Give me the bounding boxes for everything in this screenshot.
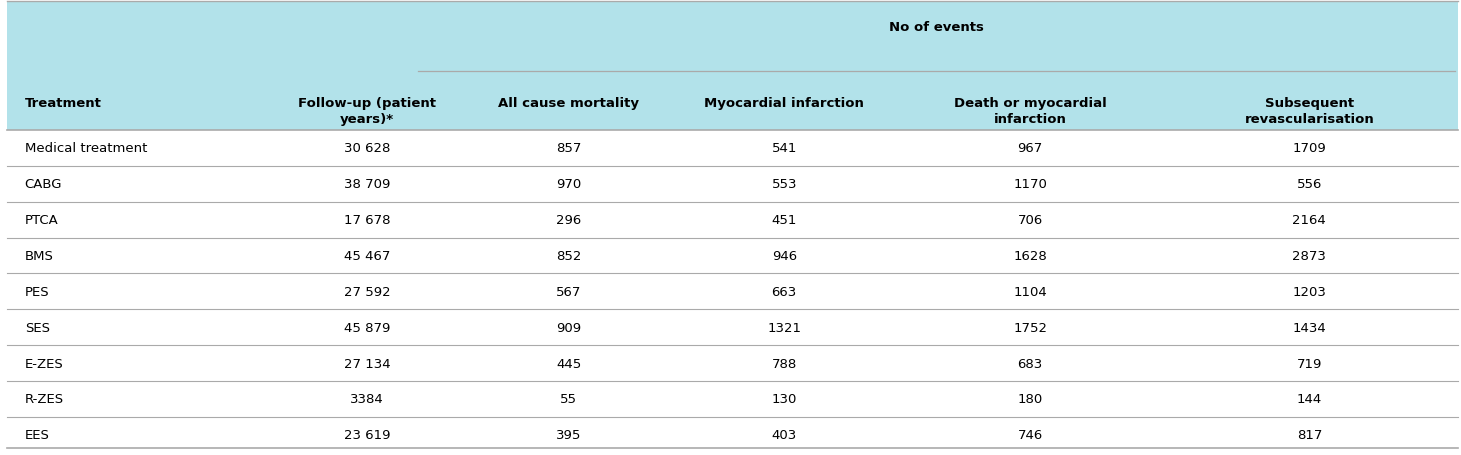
Text: 553: 553 [771,178,796,191]
Text: 663: 663 [771,285,796,298]
Text: 1434: 1434 [1293,321,1327,334]
Text: 857: 857 [557,142,581,155]
Text: 706: 706 [1017,214,1043,227]
Text: 55: 55 [560,393,577,405]
Text: Death or myocardial
infarction: Death or myocardial infarction [954,97,1106,126]
Text: E-ZES: E-ZES [25,357,63,370]
Text: All cause mortality: All cause mortality [498,97,640,110]
Text: 1628: 1628 [1014,249,1048,263]
Text: 27 134: 27 134 [343,357,390,370]
Text: 23 619: 23 619 [343,428,390,441]
Text: EES: EES [25,428,50,441]
Text: 395: 395 [557,428,581,441]
Text: 27 592: 27 592 [343,285,390,298]
Text: PTCA: PTCA [25,214,58,227]
Text: Follow-up (patient
years)*: Follow-up (patient years)* [298,97,435,126]
Text: 1321: 1321 [767,321,801,334]
Text: 180: 180 [1017,393,1043,405]
Text: 296: 296 [557,214,581,227]
Text: 1709: 1709 [1293,142,1327,155]
Text: 2164: 2164 [1293,214,1327,227]
Text: 2873: 2873 [1293,249,1327,263]
Text: 144: 144 [1297,393,1322,405]
Text: 3384: 3384 [351,393,384,405]
Text: 130: 130 [771,393,796,405]
Text: 970: 970 [557,178,581,191]
Text: PES: PES [25,285,50,298]
Text: 909: 909 [557,321,581,334]
Bar [7,2,1458,131]
Text: 788: 788 [771,357,796,370]
Text: No of events: No of events [890,20,983,34]
Text: Subsequent
revascularisation: Subsequent revascularisation [1245,97,1375,126]
Text: SES: SES [25,321,50,334]
Text: R-ZES: R-ZES [25,393,64,405]
Text: 852: 852 [557,249,581,263]
Text: 1104: 1104 [1014,285,1048,298]
Text: 445: 445 [557,357,581,370]
Text: 30 628: 30 628 [343,142,390,155]
Text: 541: 541 [771,142,796,155]
Text: 1752: 1752 [1012,321,1048,334]
Text: 567: 567 [557,285,581,298]
Text: 38 709: 38 709 [343,178,390,191]
Text: Myocardial infarction: Myocardial infarction [704,97,863,110]
Text: 946: 946 [771,249,796,263]
Text: 683: 683 [1017,357,1043,370]
Text: 817: 817 [1297,428,1322,441]
Text: 1170: 1170 [1012,178,1048,191]
Text: 17 678: 17 678 [343,214,390,227]
Text: 451: 451 [771,214,796,227]
Text: 45 467: 45 467 [343,249,390,263]
Text: Treatment: Treatment [25,97,102,110]
Text: CABG: CABG [25,178,63,191]
Text: 719: 719 [1297,357,1322,370]
Text: 1203: 1203 [1293,285,1327,298]
Text: 746: 746 [1017,428,1043,441]
Text: 556: 556 [1297,178,1322,191]
Text: 967: 967 [1017,142,1043,155]
Text: 45 879: 45 879 [343,321,390,334]
Text: Medical treatment: Medical treatment [25,142,148,155]
Text: BMS: BMS [25,249,54,263]
Text: 403: 403 [771,428,796,441]
